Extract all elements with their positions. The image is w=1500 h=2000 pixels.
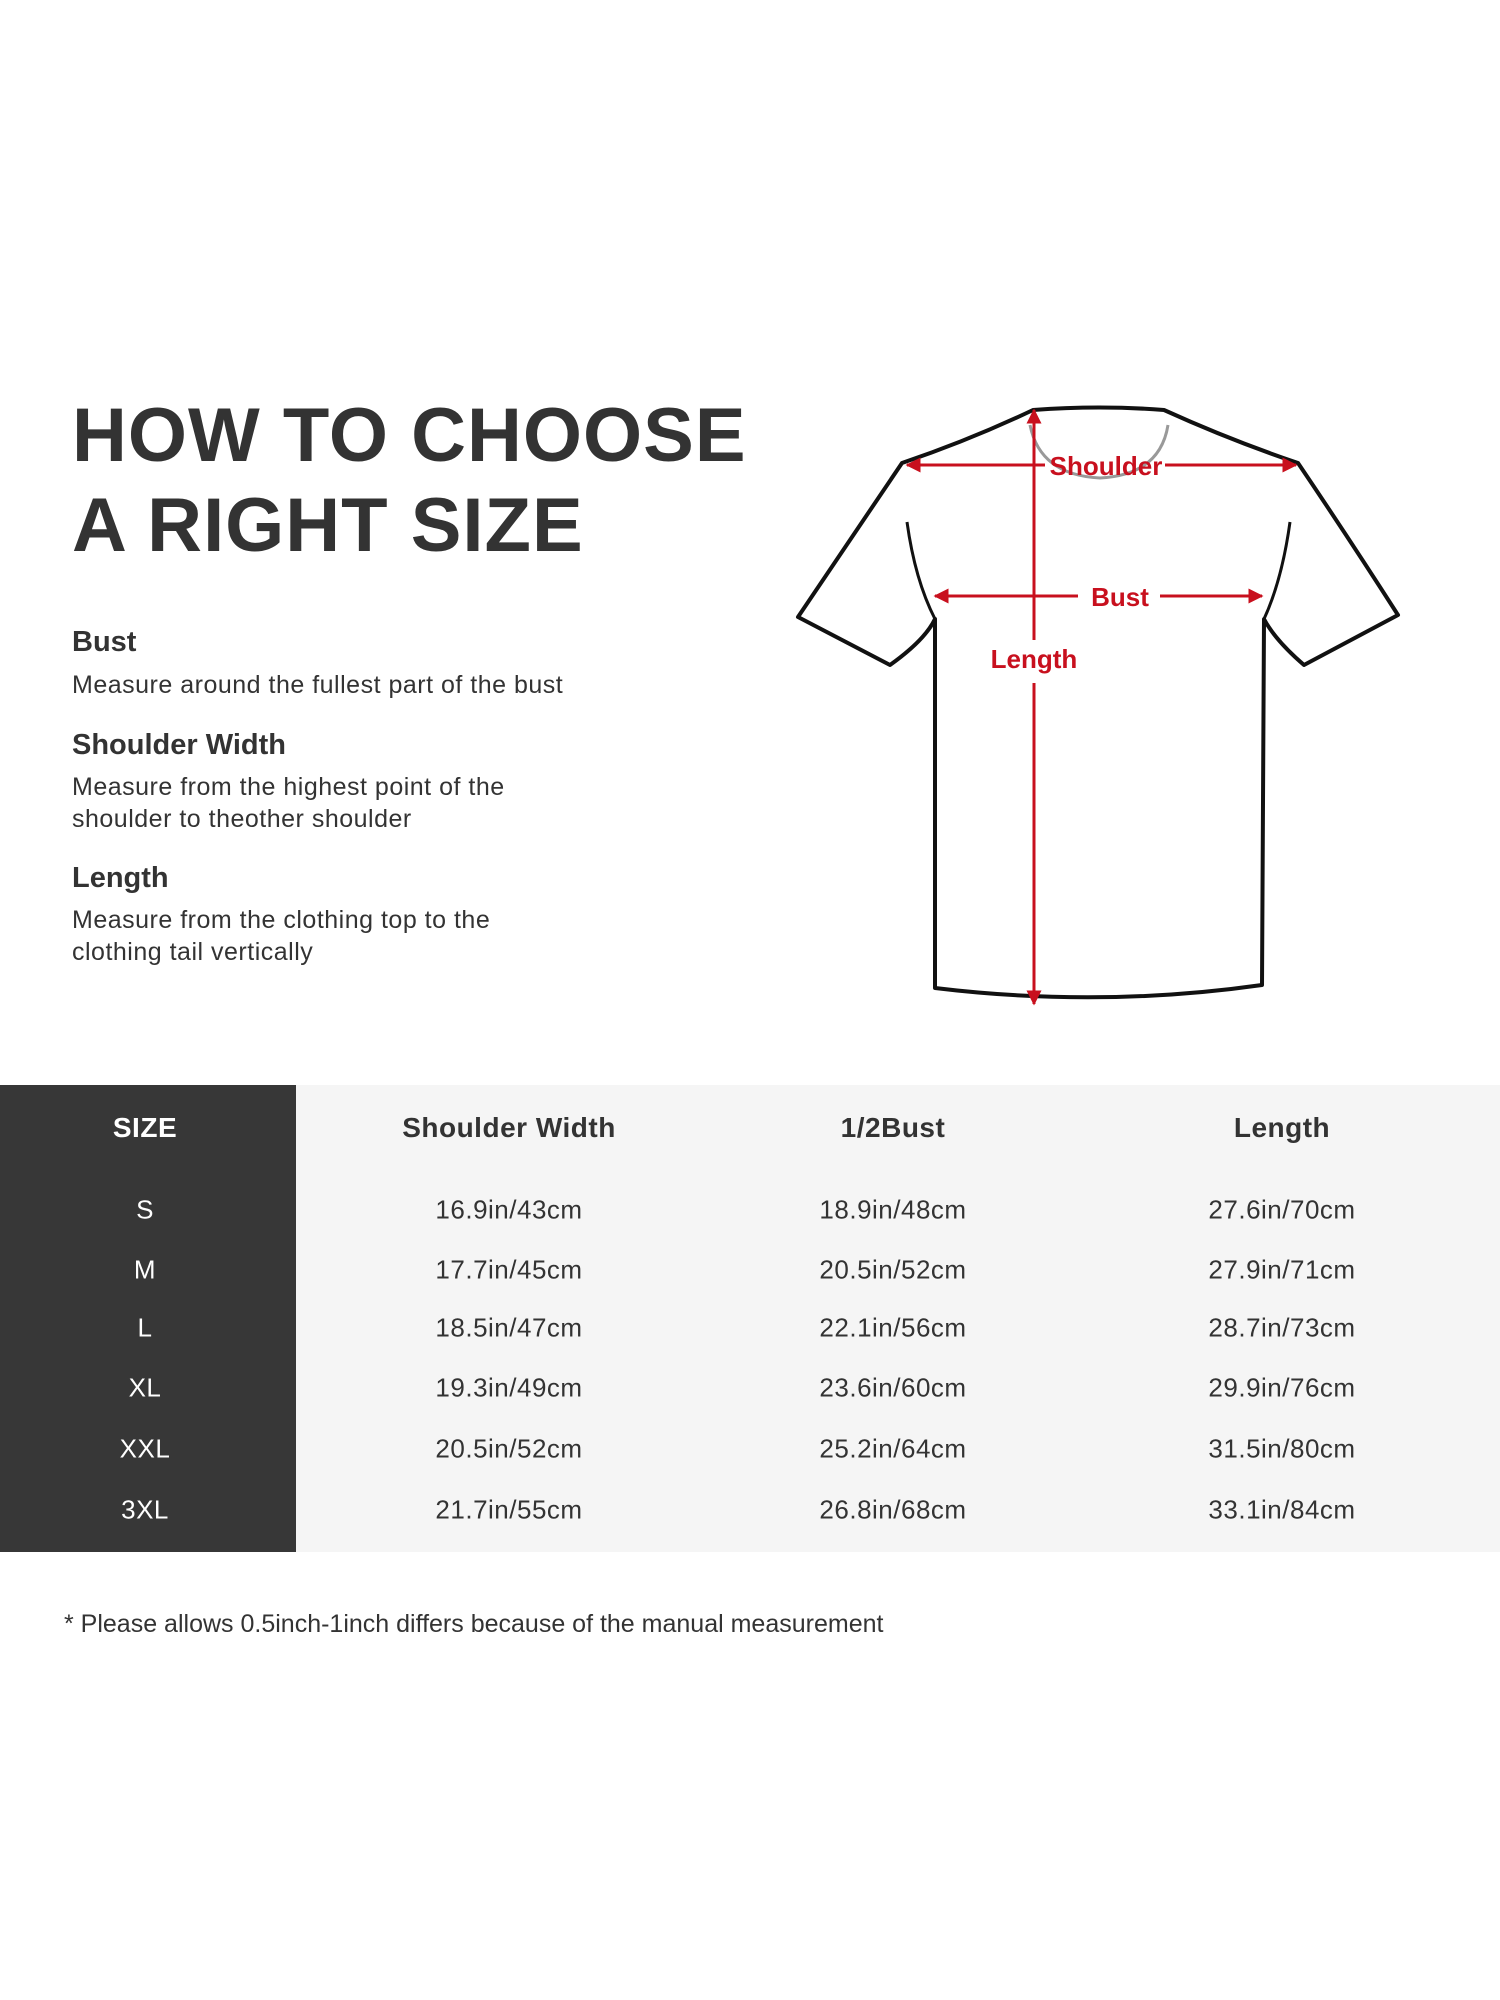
tshirt-diagram: Shoulder Bust Length <box>796 405 1400 1006</box>
shoulder-desc-2: shoulder to theother shoulder <box>72 805 412 833</box>
size-label: L <box>137 1312 153 1343</box>
shoulder-heading: Shoulder Width <box>72 729 286 761</box>
bust-label: Bust <box>1091 582 1149 612</box>
table-cell: 18.5in/47cm <box>435 1312 583 1343</box>
header-size: SIZE <box>112 1112 178 1143</box>
header-shoulder-width: Shoulder Width <box>402 1112 616 1143</box>
size-table: SIZE Shoulder Width 1/2Bust Length S 16.9in/4… <box>0 1085 1500 1552</box>
shoulder-desc-1: Measure from the highest point of the <box>72 773 505 801</box>
length-desc-2: clothing tail vertically <box>72 938 314 966</box>
table-cell: 31.5in/80cm <box>1208 1433 1356 1464</box>
size-column-bg <box>0 1085 296 1552</box>
table-cell: 21.7in/55cm <box>435 1494 583 1525</box>
header-1-2bust: 1/2Bust <box>840 1112 946 1143</box>
table-cell: 19.3in/49cm <box>435 1372 583 1403</box>
table-cell: 23.6in/60cm <box>819 1372 967 1403</box>
shoulder-label: Shoulder <box>1050 451 1163 481</box>
length-label: Length <box>991 644 1078 674</box>
table-cell: 28.7in/73cm <box>1208 1312 1356 1343</box>
table-cell: 22.1in/56cm <box>819 1312 967 1343</box>
table-cell: 16.9in/43cm <box>435 1194 583 1225</box>
size-label: S <box>136 1194 154 1225</box>
table-cell: 29.9in/76cm <box>1208 1372 1356 1403</box>
title-line-2: A RIGHT SIZE <box>72 483 584 568</box>
table-cell: 18.9in/48cm <box>819 1194 967 1225</box>
table-cell: 25.2in/64cm <box>819 1433 967 1464</box>
length-desc-1: Measure from the clothing top to the <box>72 906 491 934</box>
bust-heading: Bust <box>72 626 137 658</box>
table-cell: 20.5in/52cm <box>435 1433 583 1464</box>
size-label: XXL <box>119 1433 171 1464</box>
table-cell: 26.8in/68cm <box>819 1494 967 1525</box>
table-cell: 17.7in/45cm <box>435 1254 583 1285</box>
size-label: 3XL <box>121 1494 169 1525</box>
table-cell: 20.5in/52cm <box>819 1254 967 1285</box>
size-label: XL <box>128 1372 162 1403</box>
length-heading: Length <box>72 862 169 894</box>
table-cell: 27.6in/70cm <box>1208 1194 1356 1225</box>
size-label: M <box>133 1254 157 1285</box>
bust-desc: Measure around the fullest part of the b… <box>72 671 564 699</box>
title-line-1: HOW TO CHOOSE <box>72 393 747 478</box>
header-length: Length <box>1233 1112 1331 1143</box>
table-cell: 27.9in/71cm <box>1208 1254 1356 1285</box>
footnote: * Please allows 0.5inch-1inch differs be… <box>64 1610 884 1638</box>
tshirt-outline <box>796 405 1400 1000</box>
table-cell: 33.1in/84cm <box>1208 1494 1356 1525</box>
